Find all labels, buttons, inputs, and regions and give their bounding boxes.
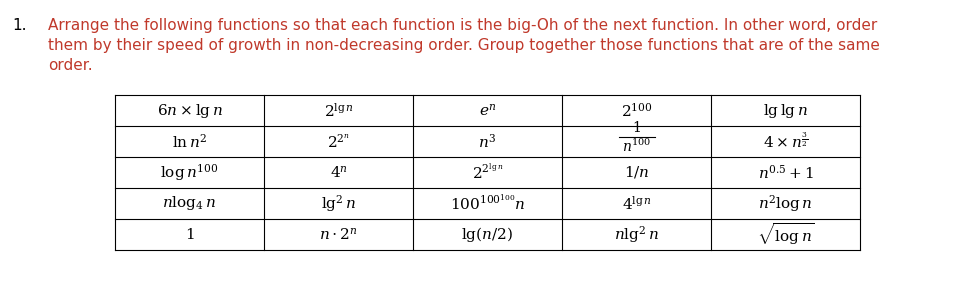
Text: $2^{2^{\lg n}}$: $2^{2^{\lg n}}$ (471, 162, 503, 183)
Text: $4 \times n^{\frac{3}{2}}$: $4 \times n^{\frac{3}{2}}$ (763, 132, 809, 151)
Text: $n^{100}$: $n^{100}$ (622, 138, 651, 155)
Text: 1.: 1. (12, 18, 26, 33)
Text: $\lg^{2} n$: $\lg^{2} n$ (321, 193, 356, 214)
Text: $n^{2}\log n$: $n^{2}\log n$ (758, 193, 813, 214)
Text: $2^{100}$: $2^{100}$ (621, 102, 652, 119)
Text: $n^{3}$: $n^{3}$ (478, 132, 497, 151)
Text: $\lg\lg n$: $\lg\lg n$ (763, 102, 808, 119)
Text: order.: order. (48, 58, 92, 73)
Text: $n^{0.5}+1$: $n^{0.5}+1$ (757, 164, 814, 181)
Text: $\lg(n/2)$: $\lg(n/2)$ (462, 225, 513, 244)
Text: $1/n$: $1/n$ (624, 164, 649, 181)
Text: $\ln n^{2}$: $\ln n^{2}$ (172, 132, 207, 151)
Text: $2^{2^{n}}$: $2^{2^{n}}$ (327, 133, 350, 150)
Text: $2^{\lg n}$: $2^{\lg n}$ (324, 102, 354, 119)
Text: $4^{\lg n}$: $4^{\lg n}$ (621, 194, 651, 213)
Text: $e^{n}$: $e^{n}$ (478, 102, 497, 119)
Text: $6n \times \lg n$: $6n \times \lg n$ (156, 102, 223, 119)
Text: $4^{n}$: $4^{n}$ (330, 164, 347, 181)
Text: $n \cdot 2^{n}$: $n \cdot 2^{n}$ (319, 226, 358, 243)
Text: $n\log_{4} n$: $n\log_{4} n$ (162, 194, 217, 213)
Text: $\log n^{100}$: $\log n^{100}$ (160, 162, 219, 183)
Text: $\sqrt{\log n}$: $\sqrt{\log n}$ (756, 222, 815, 248)
Text: $1$: $1$ (185, 227, 194, 242)
Text: them by their speed of growth in non-decreasing order. Group together those func: them by their speed of growth in non-dec… (48, 38, 880, 53)
Text: Arrange the following functions so that each function is the big-Oh of the next : Arrange the following functions so that … (48, 18, 878, 33)
Text: $100^{100^{100}}n$: $100^{100^{100}}n$ (450, 194, 525, 214)
Text: $1$: $1$ (632, 121, 641, 136)
Text: $n\lg^{2} n$: $n\lg^{2} n$ (614, 224, 659, 245)
